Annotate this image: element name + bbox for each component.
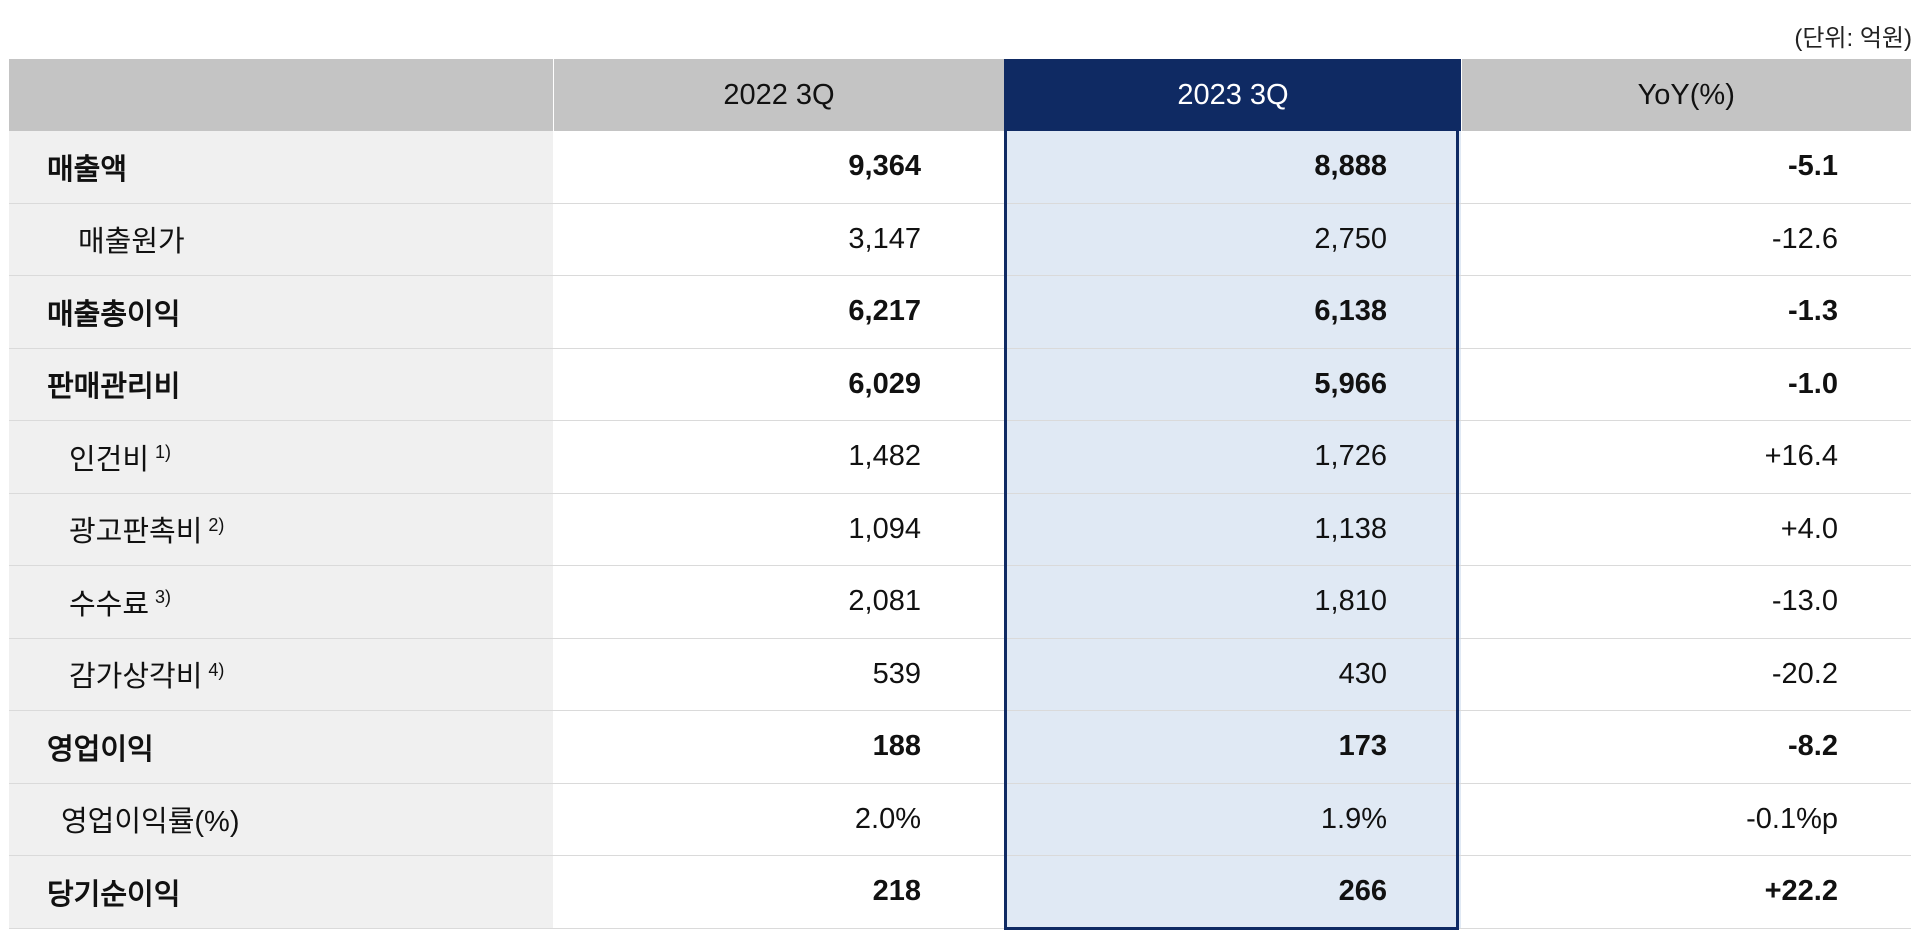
cell-2022: 539 <box>553 638 1005 711</box>
row-label: 판매관리비 <box>9 348 553 421</box>
cell-yoy: -1.3 <box>1461 275 1911 349</box>
table-row: 당기순이익 218 266 +22.2 <box>9 855 1911 929</box>
cell-yoy: -5.1 <box>1461 131 1911 204</box>
header-2022-3q: 2022 3Q <box>553 59 1006 131</box>
unit-label: (단위: 억원) <box>1794 25 1912 52</box>
table-row: 감가상각비 4) 539 430 -20.2 <box>9 638 1911 711</box>
cell-2023: 5,966 <box>1005 348 1461 421</box>
header-row: 2022 3Q 2023 3Q YoY(%) <box>9 59 1911 131</box>
cell-2022: 3,147 <box>553 203 1005 276</box>
row-label: 수수료 3) <box>9 565 553 639</box>
table-row: 인건비 1) 1,482 1,726 +16.4 <box>9 420 1911 494</box>
cell-yoy: -13.0 <box>1461 565 1911 639</box>
cell-yoy: -12.6 <box>1461 203 1911 276</box>
footnote-marker: 4) <box>208 659 225 680</box>
cell-yoy: +4.0 <box>1461 493 1911 566</box>
cell-2022: 9,364 <box>553 131 1005 204</box>
cell-2023: 266 <box>1005 855 1461 929</box>
row-label: 매출원가 <box>9 203 553 276</box>
row-label: 매출액 <box>9 131 553 204</box>
table-row: 판매관리비 6,029 5,966 -1.0 <box>9 348 1911 421</box>
cell-2023: 1,726 <box>1005 420 1461 494</box>
table-row: 매출원가 3,147 2,750 -12.6 <box>9 203 1911 276</box>
cell-2023: 2,750 <box>1005 203 1461 276</box>
row-label: 매출총이익 <box>9 275 553 349</box>
row-label: 광고판촉비 2) <box>9 493 553 566</box>
row-label: 영업이익 <box>9 710 553 784</box>
table-row: 매출액 9,364 8,888 -5.1 <box>9 131 1911 204</box>
cell-2023: 173 <box>1005 710 1461 784</box>
cell-2022: 1,482 <box>553 420 1005 494</box>
header-yoy: YoY(%) <box>1461 59 1911 131</box>
cell-2023: 6,138 <box>1005 275 1461 349</box>
cell-yoy: -0.1%p <box>1461 783 1911 856</box>
cell-2023: 430 <box>1005 638 1461 711</box>
financial-table: 2022 3Q 2023 3Q YoY(%) 매출액 9,364 8,888 -… <box>9 59 1911 929</box>
row-label: 영업이익률(%) <box>9 783 553 856</box>
header-2023-3q: 2023 3Q <box>1005 59 1462 131</box>
cell-2022: 6,029 <box>553 348 1005 421</box>
cell-yoy: -8.2 <box>1461 710 1911 784</box>
table-row: 영업이익 188 173 -8.2 <box>9 710 1911 784</box>
table-row: 영업이익률(%) 2.0% 1.9% -0.1%p <box>9 783 1911 856</box>
cell-2023: 1,810 <box>1005 565 1461 639</box>
cell-yoy: -20.2 <box>1461 638 1911 711</box>
cell-yoy: -1.0 <box>1461 348 1911 421</box>
cell-yoy: +16.4 <box>1461 420 1911 494</box>
footnote-marker: 2) <box>208 514 225 535</box>
cell-yoy: +22.2 <box>1461 855 1911 929</box>
financial-table-container: 2022 3Q 2023 3Q YoY(%) 매출액 9,364 8,888 -… <box>9 59 1911 929</box>
cell-2022: 6,217 <box>553 275 1005 349</box>
row-label: 당기순이익 <box>9 855 553 929</box>
cell-2023: 8,888 <box>1005 131 1461 204</box>
cell-2022: 1,094 <box>553 493 1005 566</box>
cell-2022: 218 <box>553 855 1005 929</box>
footnote-marker: 3) <box>155 587 172 608</box>
header-label-column <box>9 59 554 131</box>
cell-2023: 1.9% <box>1005 783 1461 856</box>
cell-2022: 188 <box>553 710 1005 784</box>
cell-2022: 2,081 <box>553 565 1005 639</box>
footnote-marker: 1) <box>155 442 172 463</box>
table-row: 광고판촉비 2) 1,094 1,138 +4.0 <box>9 493 1911 566</box>
cell-2023: 1,138 <box>1005 493 1461 566</box>
table-row: 수수료 3) 2,081 1,810 -13.0 <box>9 565 1911 639</box>
table-row: 매출총이익 6,217 6,138 -1.3 <box>9 275 1911 349</box>
row-label: 인건비 1) <box>9 420 553 494</box>
cell-2022: 2.0% <box>553 783 1005 856</box>
row-label: 감가상각비 4) <box>9 638 553 711</box>
